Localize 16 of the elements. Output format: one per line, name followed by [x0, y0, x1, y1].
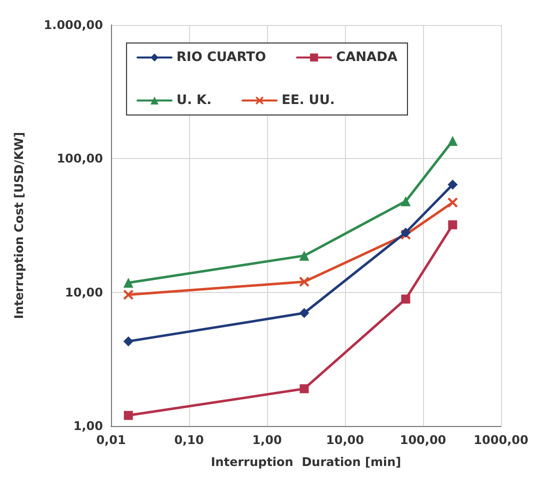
y-axis-title: Interruption Cost [USD/KW]: [12, 132, 26, 320]
x-tick-label: 10,00: [326, 433, 364, 447]
legend-label: U. K.: [176, 93, 212, 108]
y-tick-label: 10,00: [65, 285, 103, 300]
x-tick-label: 100,00: [400, 433, 446, 447]
legend-label: CANADA: [336, 50, 398, 65]
legend-label: EE. UU.: [282, 93, 335, 108]
x-axis-title: Interruption Duration [min]: [210, 455, 402, 469]
y-tick-label: 1.000,00: [44, 18, 103, 32]
y-tick-label: 1,00: [73, 419, 103, 433]
x-tick-label: 0,10: [174, 433, 204, 447]
x-tick-label: 1000,00: [474, 433, 528, 447]
legend-label: RIO CUARTO: [176, 50, 266, 65]
x-tick-label: 0,01: [96, 433, 126, 447]
x-tick-label: 1,00: [252, 433, 282, 447]
y-tick-label: 100,00: [56, 152, 103, 166]
